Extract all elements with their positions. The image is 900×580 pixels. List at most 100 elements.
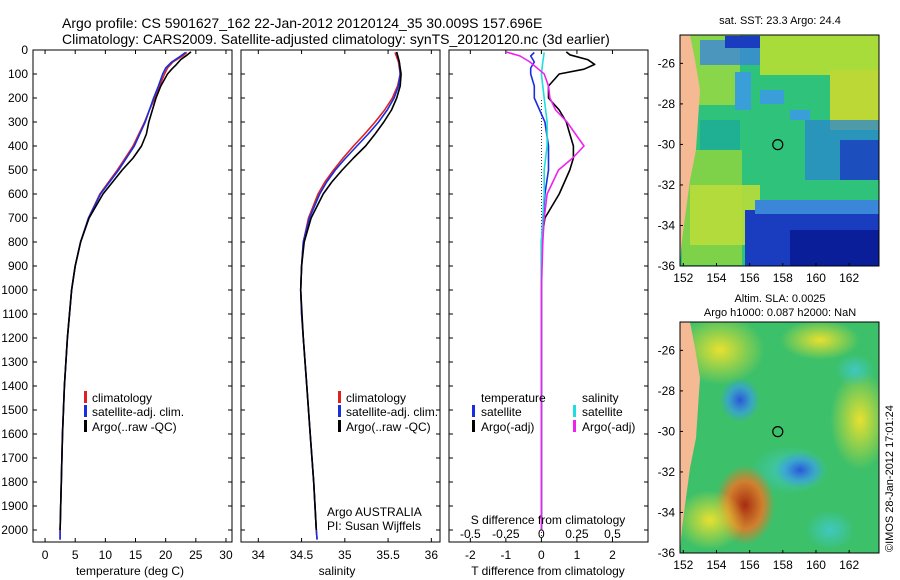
temperature-series	[59, 51, 192, 540]
series-line-satellite-adj-clim-	[59, 51, 187, 540]
depth-tick-label: 1900	[1, 499, 28, 513]
series-line-climatology	[59, 51, 188, 540]
depth-tick-label: 500	[8, 163, 28, 177]
depth-tick-label: 700	[8, 211, 28, 225]
lat-tick-label: -32	[658, 465, 676, 479]
sst-map-ticks: 152 154 156 158 160 162 -26 -28 -30 -32 -34 -36	[658, 56, 860, 285]
lon-tick-label: 162	[839, 558, 859, 572]
x-tick-label: 30	[219, 548, 233, 562]
legend-swatch-s-satellite	[573, 405, 576, 417]
series-line-satellite-adj-clim-	[299, 52, 402, 540]
sst-map-title: sat. SST: 23.3 Argo: 24.4	[719, 15, 841, 27]
s-diff-tick-label: -0.5	[460, 527, 481, 541]
legend-swatch-climatology	[338, 391, 341, 403]
salinity-panel-frame	[240, 49, 441, 543]
salinity-xlabel: salinity	[319, 564, 356, 578]
x-tick-label: 35.5	[376, 548, 400, 562]
depth-tick-label: 0	[21, 43, 28, 57]
legend-swatch-argo	[338, 420, 341, 432]
series-line-argo-raw-qc-	[299, 51, 402, 531]
lon-tick-label: 158	[773, 271, 793, 285]
depth-tick-labels: 0 100 200 300 400 500 600 700 800 900 1000 1100 1200…	[1, 43, 28, 537]
salinity-series	[299, 51, 402, 540]
difference-panel-frame	[448, 49, 649, 543]
lon-tick-label: 152	[673, 271, 693, 285]
difference-legend: temperature satellite Argo(-adj) salinit…	[472, 391, 635, 434]
x-tick-label: 35	[338, 548, 352, 562]
temperature-xlabel: temperature (deg C)	[76, 564, 184, 578]
legend-swatch-climatology	[84, 391, 87, 403]
depth-tick-label: 1600	[1, 427, 28, 441]
lon-tick-label: 160	[806, 271, 826, 285]
legend-label-satellite: satellite-adj. clim.	[346, 405, 438, 419]
lon-tick-label: 158	[773, 558, 793, 572]
legend-label-t-argo: Argo(-adj)	[481, 420, 534, 434]
s-diff-tick-label: 0.25	[565, 527, 589, 541]
legend-swatch-t-argo	[472, 420, 475, 432]
lon-tick-label: 154	[706, 558, 726, 572]
sla-float-marker	[772, 426, 784, 438]
sla-map-frame	[679, 321, 880, 554]
legend-swatch-argo	[84, 420, 87, 432]
lat-tick-label: -30	[658, 137, 676, 151]
x-tick-label: 34	[252, 548, 266, 562]
legend-label-s-satellite: satellite	[582, 405, 623, 419]
sla-map-title-1: Altim. SLA: 0.0025	[734, 293, 825, 305]
legend-swatch-t-satellite	[472, 405, 475, 417]
depth-tick-label: 1000	[1, 283, 28, 297]
temperature-axis-ticks: 0 5 10 15 20 25 30	[33, 49, 233, 562]
lon-tick-label: 156	[740, 271, 760, 285]
sst-map-frame	[679, 34, 880, 267]
sla-map-ticks: 152 154 156 158 160 162 -26 -28 -30 -32 -34 -36	[658, 343, 860, 572]
depth-tick-label: 900	[8, 259, 28, 273]
x-tick-label: 20	[159, 548, 173, 562]
difference-top-label: S difference from climatology	[471, 513, 626, 527]
sla-map-title-2: Argo h1000: 0.087 h2000: NaN	[704, 307, 856, 319]
annotation-argo-australia: Argo AUSTRALIA	[327, 505, 422, 519]
series-line-salinity-satellite	[540, 52, 548, 530]
lon-tick-label: 154	[706, 271, 726, 285]
lat-tick-label: -34	[658, 505, 676, 519]
x-tick-label: 2	[609, 548, 616, 562]
x-tick-label: 0	[42, 548, 49, 562]
lat-tick-label: -26	[658, 343, 676, 357]
lon-tick-label: 152	[673, 558, 693, 572]
sla-map-field	[680, 322, 879, 553]
depth-tick-label: 2000	[1, 523, 28, 537]
salinity-legend: climatology satellite-adj. clim. Argo(..…	[338, 391, 438, 434]
x-tick-label: -1	[501, 548, 512, 562]
depth-tick-label: 1800	[1, 475, 28, 489]
x-tick-label: 15	[129, 548, 143, 562]
legend-header-temperature: temperature	[481, 391, 546, 405]
series-line-temperature-satellite	[529, 51, 550, 530]
x-tick-label: 34.5	[290, 548, 314, 562]
lon-tick-label: 156	[740, 558, 760, 572]
depth-tick-label: 400	[8, 139, 28, 153]
x-tick-label: 10	[99, 548, 113, 562]
legend-header-salinity: salinity	[582, 391, 619, 405]
sst-float-marker	[772, 139, 784, 151]
header-line-1: Argo profile: CS 5901627_162 22-Jan-2012…	[62, 15, 542, 31]
x-tick-label: -2	[465, 548, 476, 562]
lat-tick-label: -28	[658, 384, 676, 398]
depth-tick-label: 1200	[1, 331, 28, 345]
legend-label-argo: Argo(..raw -QC)	[92, 420, 177, 434]
depth-tick-label: 600	[8, 187, 28, 201]
legend-label-climatology: climatology	[346, 391, 406, 405]
series-line-argo-raw-qc-	[59, 51, 192, 531]
lat-tick-label: -28	[658, 97, 676, 111]
s-diff-tick-label: 0	[538, 527, 545, 541]
lat-tick-label: -36	[658, 546, 676, 560]
difference-series	[505, 51, 596, 530]
depth-tick-label: 100	[8, 67, 28, 81]
sst-map-field	[680, 35, 879, 266]
header-line-2: Climatology: CARS2009. Satellite-adjuste…	[62, 31, 610, 47]
lat-tick-label: -34	[658, 218, 676, 232]
s-difference-tick-labels: -0.5 -0.25 0 0.25 0.5	[460, 527, 621, 541]
legend-label-climatology: climatology	[92, 391, 152, 405]
legend-swatch-s-argo	[573, 420, 576, 432]
s-diff-tick-label: -0.25	[492, 527, 520, 541]
legend-label-t-satellite: satellite	[481, 405, 522, 419]
lat-tick-label: -30	[658, 424, 676, 438]
